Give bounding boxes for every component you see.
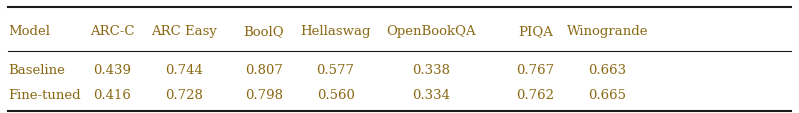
Text: 0.798: 0.798 [244,88,283,101]
Text: Winogrande: Winogrande [566,25,648,38]
Text: Baseline: Baseline [8,64,65,77]
Text: 0.744: 0.744 [165,64,203,77]
Text: Fine-tuned: Fine-tuned [8,88,81,101]
Text: 0.767: 0.767 [516,64,555,77]
Text: 0.338: 0.338 [412,64,451,77]
Text: 0.439: 0.439 [93,64,131,77]
Text: ARC Easy: ARC Easy [151,25,217,38]
Text: Model: Model [8,25,50,38]
Text: 0.577: 0.577 [316,64,355,77]
Text: 0.665: 0.665 [588,88,626,101]
Text: 0.416: 0.416 [93,88,131,101]
Text: BoolQ: BoolQ [244,25,284,38]
Text: OpenBookQA: OpenBookQA [387,25,476,38]
Text: Hellaswag: Hellaswag [300,25,371,38]
Text: 0.762: 0.762 [516,88,555,101]
Text: 0.334: 0.334 [412,88,451,101]
Text: 0.807: 0.807 [244,64,283,77]
Text: 0.560: 0.560 [316,88,355,101]
Text: 0.728: 0.728 [165,88,203,101]
Text: ARC-C: ARC-C [89,25,134,38]
Text: 0.663: 0.663 [588,64,626,77]
Text: PIQA: PIQA [518,25,553,38]
